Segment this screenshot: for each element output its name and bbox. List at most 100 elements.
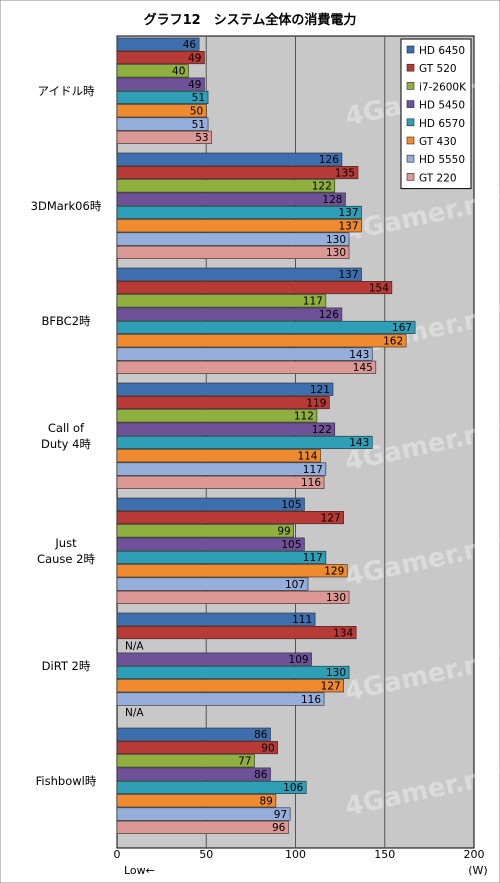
data-label: 122 xyxy=(312,424,332,436)
x-direction-label: Low← xyxy=(124,864,155,877)
data-label: 137 xyxy=(338,269,358,281)
x-tick-label: 50 xyxy=(199,848,213,861)
bar xyxy=(116,692,325,706)
bar xyxy=(116,104,207,118)
x-tick-label: 0 xyxy=(114,848,121,861)
category-label: Duty 4時 xyxy=(41,437,91,451)
data-label: 97 xyxy=(274,809,287,821)
bar xyxy=(116,794,277,808)
legend-swatch xyxy=(406,154,415,163)
data-label: 137 xyxy=(338,221,358,233)
bar xyxy=(116,679,344,693)
bar xyxy=(116,347,373,361)
data-label: 130 xyxy=(326,234,346,246)
bar xyxy=(116,625,357,640)
bar xyxy=(116,577,309,591)
bar xyxy=(116,166,359,180)
data-label: 46 xyxy=(183,39,197,51)
data-label: 130 xyxy=(326,247,346,259)
data-label: 117 xyxy=(303,296,323,308)
data-label: 50 xyxy=(190,106,203,118)
legend: HD 6450 GT 520 i7-2600K HD 5450 HD 6570 GT 43… xyxy=(400,38,472,190)
bar xyxy=(116,740,278,755)
bar xyxy=(116,320,416,335)
category-label: DiRT 2時 xyxy=(42,659,91,673)
legend-label: GT 220 xyxy=(419,172,457,184)
category-label: BFBC2時 xyxy=(41,314,91,328)
bar xyxy=(116,612,316,626)
bar xyxy=(116,360,377,374)
bar xyxy=(116,665,350,680)
data-label: 145 xyxy=(353,362,373,374)
bars xyxy=(116,37,416,834)
legend-label: HD 5550 xyxy=(419,154,465,166)
data-label: 137 xyxy=(338,207,358,219)
data-label: 53 xyxy=(195,132,208,144)
data-label: 116 xyxy=(301,694,321,706)
legend-swatch xyxy=(406,45,415,54)
data-label: 111 xyxy=(292,614,312,626)
bar xyxy=(116,205,362,219)
category-label: Just xyxy=(54,536,77,550)
data-label: 129 xyxy=(324,566,344,578)
data-label: 116 xyxy=(301,477,321,489)
data-label: 143 xyxy=(349,349,369,361)
data-label: 126 xyxy=(319,309,339,321)
bar xyxy=(116,754,255,768)
bar xyxy=(116,64,189,78)
bar xyxy=(116,130,212,144)
bar xyxy=(116,50,205,65)
data-label: 126 xyxy=(319,154,339,166)
data-label: 117 xyxy=(303,552,323,564)
bar xyxy=(116,77,205,91)
data-label: 90 xyxy=(261,742,274,754)
legend-swatch xyxy=(406,118,415,127)
bar xyxy=(116,179,336,193)
data-label: 86 xyxy=(254,729,268,741)
bar xyxy=(116,767,271,781)
bar xyxy=(116,334,407,348)
bar xyxy=(116,280,393,295)
data-label: 134 xyxy=(333,627,353,639)
bar xyxy=(116,780,307,795)
bar xyxy=(116,307,343,321)
bar xyxy=(116,192,346,206)
data-label: 89 xyxy=(259,796,272,808)
data-label: 77 xyxy=(238,756,251,768)
data-label: 86 xyxy=(254,769,268,781)
na-label: N/A xyxy=(125,707,144,719)
legend-swatch xyxy=(406,136,415,145)
category-label: 3DMark06時 xyxy=(31,199,102,213)
bar xyxy=(116,497,305,511)
data-label: 128 xyxy=(322,194,342,206)
bar xyxy=(116,449,321,463)
legend-label: GT 520 xyxy=(419,63,457,75)
data-label: 127 xyxy=(321,512,341,524)
legend-swatch xyxy=(406,63,415,72)
bar xyxy=(116,475,325,489)
bar xyxy=(116,409,318,423)
bar xyxy=(116,37,200,51)
bar xyxy=(116,232,350,246)
legend-label: GT 430 xyxy=(419,136,457,148)
data-label: 117 xyxy=(303,464,323,476)
bar xyxy=(116,435,373,450)
x-tick-labels: 0 50 100 150 200 xyxy=(114,848,485,861)
data-label: 49 xyxy=(188,52,201,64)
bar xyxy=(116,117,209,131)
legend-swatch xyxy=(406,100,415,108)
bar xyxy=(116,90,209,104)
legend-label: HD 5450 xyxy=(419,100,465,112)
bar xyxy=(116,537,305,551)
bar xyxy=(116,382,334,396)
x-tick-label: 100 xyxy=(285,848,306,861)
data-label: 162 xyxy=(383,336,403,348)
chart-title: グラフ12 システム全体の消費電力 xyxy=(144,12,357,28)
x-tick-label: 150 xyxy=(374,848,395,861)
bar xyxy=(116,807,291,821)
legend-label: i7-2600K xyxy=(419,81,467,93)
category-label: Fishbowl時 xyxy=(36,774,97,788)
bar xyxy=(116,510,344,525)
legend-swatch xyxy=(406,173,415,181)
